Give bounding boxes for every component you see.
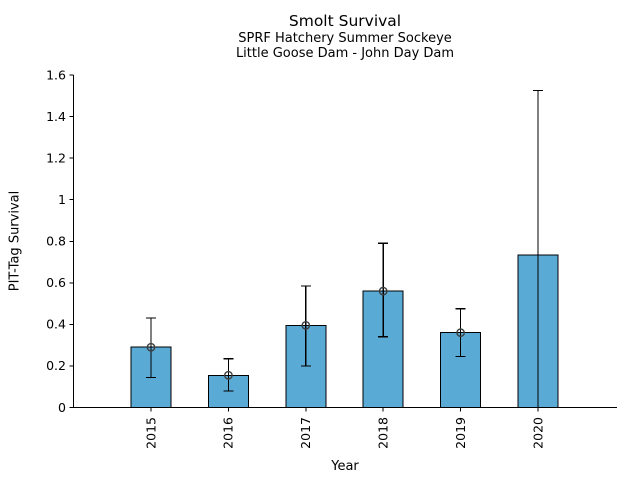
y-tick-label-0.2: 0.2 [46,358,66,373]
y-tick-label-1.2: 1.2 [46,150,66,165]
chart-title: Smolt Survival [288,12,402,30]
y-tick-label-1: 1 [58,192,66,207]
x-tick-label-2019: 2019 [453,417,468,449]
x-axis-label: Year [331,459,359,474]
y-tick-label-0.8: 0.8 [46,234,66,249]
y-tick-label-1.4: 1.4 [46,109,66,124]
chart-subtitle-line2: Little Goose Dam - John Day Dam [235,46,455,61]
point-marker-2018 [378,286,388,296]
chart-subtitle-line1: SPRF Hatchery Summer Sockeye [238,31,452,46]
x-tick-label-2016: 2016 [221,417,236,449]
point-marker-2017 [301,321,311,330]
x-tick-label-2020: 2020 [530,417,545,449]
x-tick-label-2017: 2017 [298,417,313,449]
point-marker-2015 [146,342,156,352]
point-marker-2019 [456,328,465,338]
y-tick-label-0.6: 0.6 [46,275,66,290]
y-tick-label-1.6: 1.6 [46,67,66,82]
x-tick-label-2015: 2015 [143,417,158,449]
y-tick-label-0: 0 [58,400,66,415]
point-marker-2016 [223,370,233,380]
y-tick-label-0.4: 0.4 [46,317,66,332]
x-tick-label-2018: 2018 [376,417,391,449]
